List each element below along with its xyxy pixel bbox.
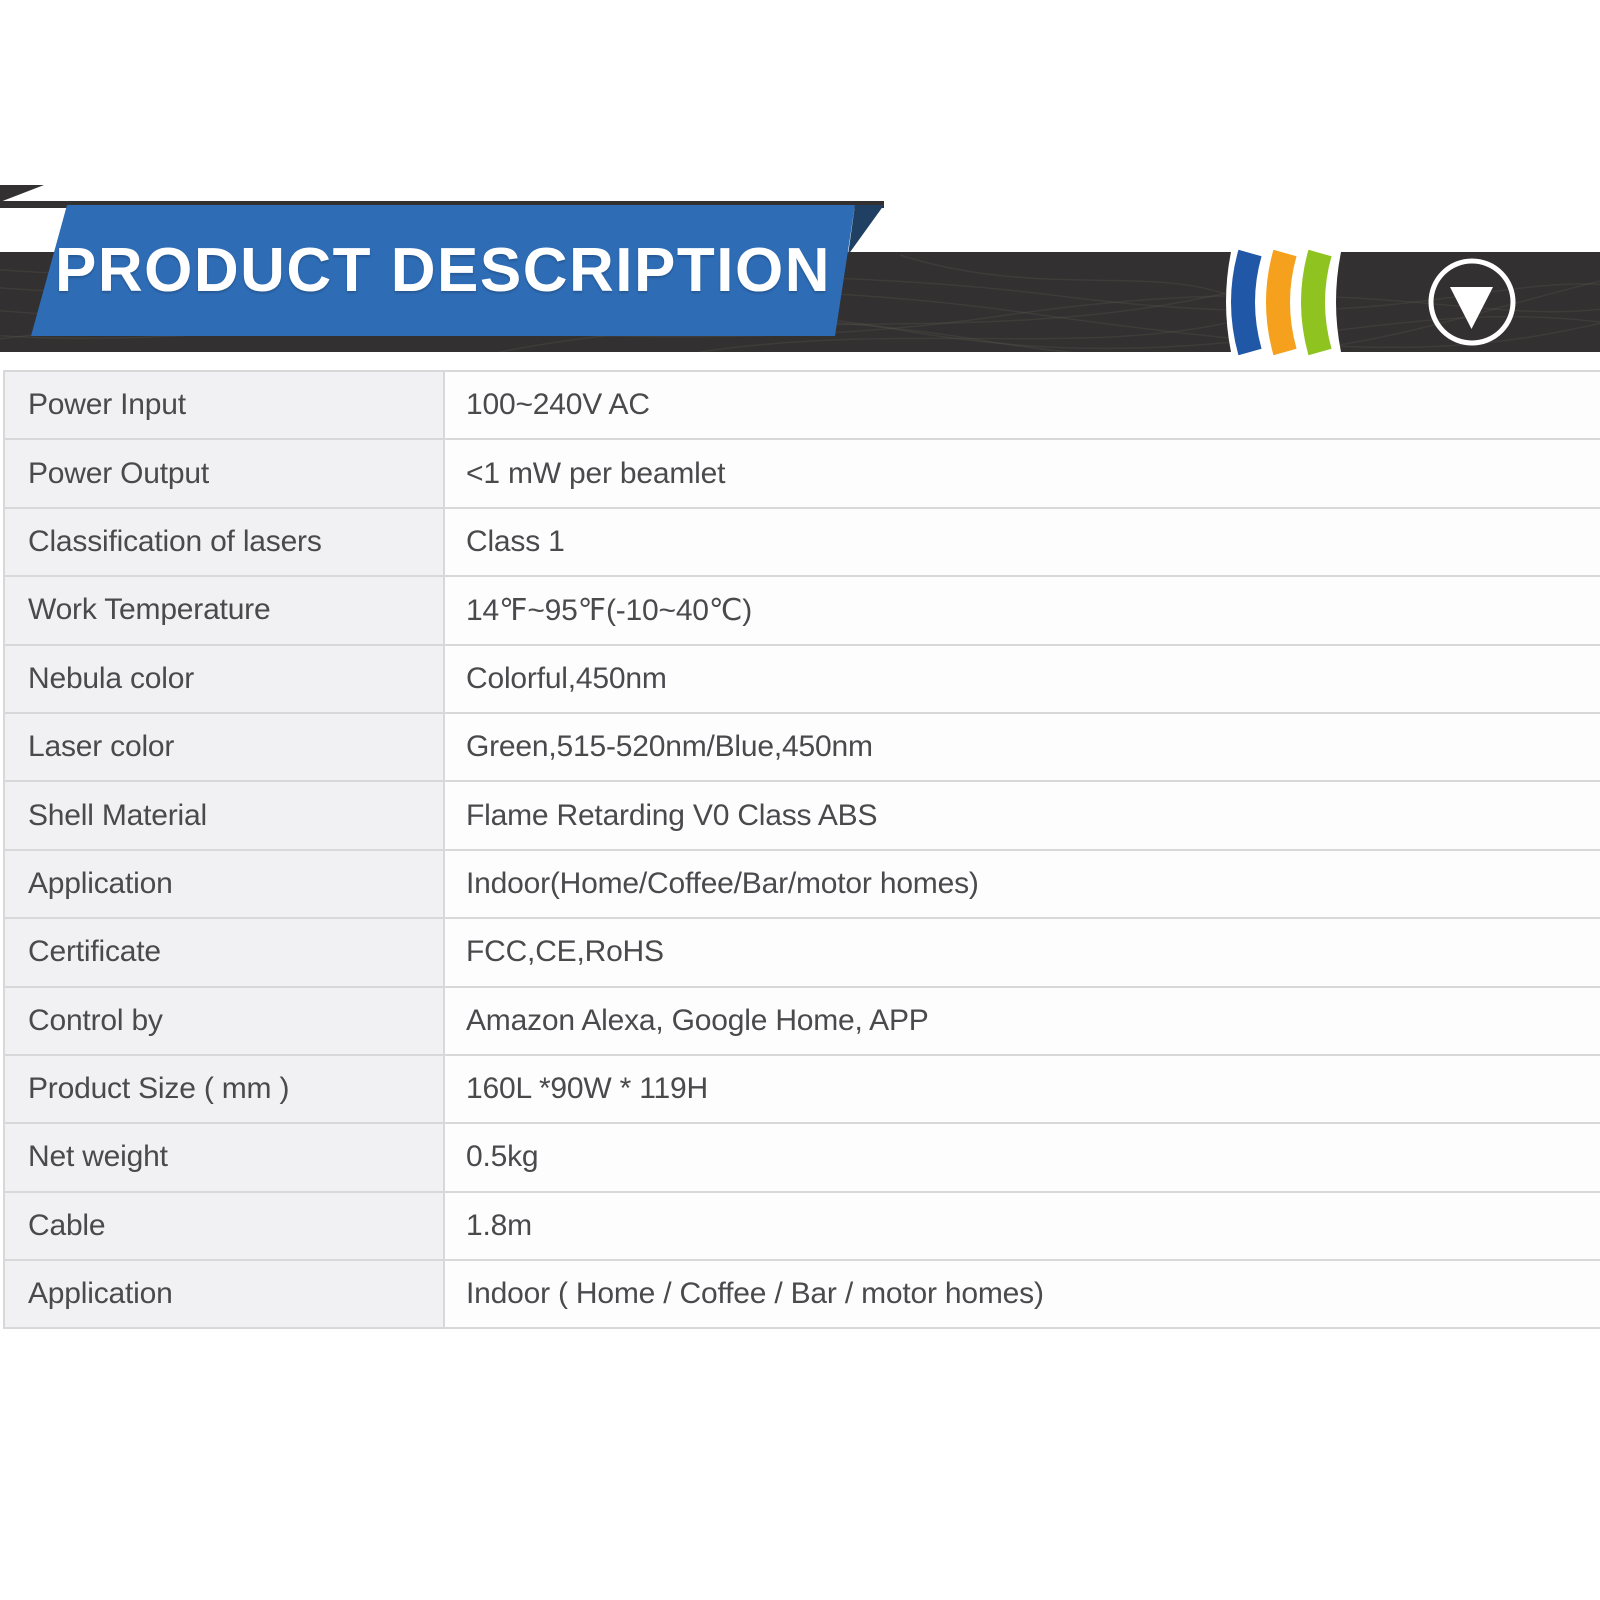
spec-label: Control by [5, 987, 445, 1054]
spec-row: Classification of lasers Class 1 [5, 508, 1600, 578]
banner-blue-ribbon [31, 205, 855, 336]
spec-row: Power Output <1 mW per beamlet [5, 440, 1600, 509]
spec-value: Green,515-520nm/Blue,450nm [445, 713, 1600, 781]
section-banner: PRODUCT DESCRIPTION [0, 0, 1600, 380]
decor-stripe-orange [1266, 249, 1297, 356]
spec-value: Amazon Alexa, Google Home, APP [445, 987, 1600, 1054]
decor-stripe-green [1301, 249, 1332, 356]
spec-label: Application [5, 1261, 445, 1328]
spec-row: Shell Material Flame Retarding V0 Class A… [5, 782, 1600, 851]
spec-row: Nebula color Colorful,450nm [5, 645, 1600, 714]
spec-table: Power Input 100~240V AC Power Output <1 mW … [3, 370, 1600, 1330]
spec-row: Product Size ( mm ) 160L *90W * 119H [5, 1055, 1600, 1125]
spec-value: Indoor(Home/Coffee/Bar/motor homes) [445, 850, 1600, 918]
spec-value: 0.5kg [445, 1124, 1600, 1191]
spec-row: Work Temperature 14℉~95℉(-10~40℃) [5, 577, 1600, 646]
spec-value: 160L *90W * 119H [445, 1055, 1600, 1123]
spec-value: 100~240V AC [445, 372, 1600, 439]
spec-label: Work Temperature [5, 577, 445, 644]
spec-label: Shell Material [5, 782, 445, 849]
spec-label: Power Input [5, 372, 445, 439]
spec-value: <1 mW per beamlet [445, 440, 1600, 507]
spec-row: Application Indoor(Home/Coffee/Bar/motor … [5, 850, 1600, 920]
spec-value: Flame Retarding V0 Class ABS [445, 782, 1600, 849]
banner-wedge-shape [0, 185, 44, 202]
scroll-down-icon [1428, 258, 1516, 346]
spec-value: Colorful,450nm [445, 645, 1600, 712]
spec-label: Product Size ( mm ) [5, 1055, 445, 1123]
spec-value: 1.8m [445, 1192, 1600, 1260]
spec-label: Application [5, 850, 445, 918]
spec-row: Certificate FCC,CE,RoHS [5, 919, 1600, 988]
spec-row: Cable 1.8m [5, 1192, 1600, 1262]
spec-label: Laser color [5, 713, 445, 781]
spec-label: Classification of lasers [5, 508, 445, 576]
down-triangle-icon [1450, 287, 1493, 329]
spec-row: Net weight 0.5kg [5, 1124, 1600, 1193]
spec-row: Control by Amazon Alexa, Google Home, APP [5, 987, 1600, 1056]
spec-value: FCC,CE,RoHS [445, 919, 1600, 986]
banner-title: PRODUCT DESCRIPTION [55, 236, 831, 305]
spec-row: Power Input 100~240V AC [5, 372, 1600, 441]
spec-row: Laser color Green,515-520nm/Blue,450nm [5, 713, 1600, 783]
spec-row: Application Indoor ( Home / Coffee / Bar … [5, 1261, 1600, 1330]
spec-value: Class 1 [445, 508, 1600, 576]
spec-label: Net weight [5, 1124, 445, 1191]
spec-label: Cable [5, 1192, 445, 1260]
spec-label: Power Output [5, 440, 445, 507]
spec-label: Certificate [5, 919, 445, 986]
decor-stripe-blue [1231, 249, 1262, 356]
spec-value: 14℉~95℉(-10~40℃) [445, 577, 1600, 644]
banner-ribbon-fold [848, 205, 884, 255]
spec-label: Nebula color [5, 645, 445, 712]
scroll-down-circle [1428, 258, 1516, 346]
banner-graphic [0, 185, 1600, 356]
spec-value: Indoor ( Home / Coffee / Bar / motor hom… [445, 1261, 1600, 1328]
